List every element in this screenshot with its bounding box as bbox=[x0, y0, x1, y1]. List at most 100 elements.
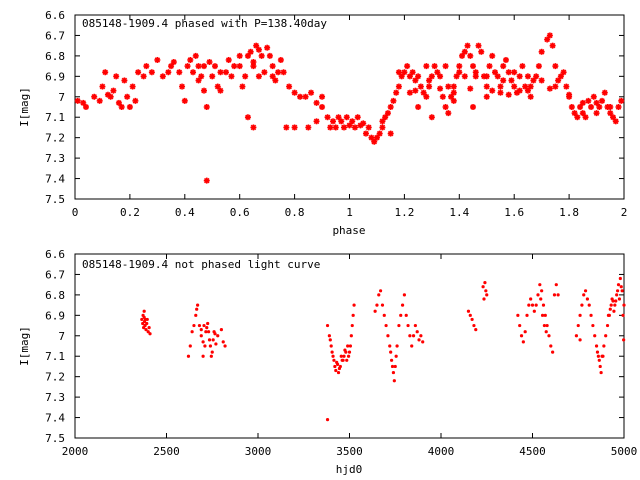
data-point bbox=[210, 350, 214, 354]
data-point bbox=[179, 83, 186, 90]
data-point bbox=[393, 89, 400, 96]
x-axis-label: hjd0 bbox=[336, 463, 363, 476]
data-point bbox=[236, 63, 243, 70]
data-point bbox=[540, 313, 545, 317]
data-point bbox=[203, 344, 207, 348]
data-point bbox=[394, 354, 398, 358]
data-point bbox=[197, 323, 202, 328]
data-point bbox=[384, 323, 388, 328]
data-point bbox=[568, 104, 575, 110]
x-tick-label: 2000 bbox=[62, 445, 89, 458]
data-point bbox=[333, 364, 337, 369]
data-point bbox=[450, 83, 457, 90]
y-tick-label: 7.3 bbox=[45, 391, 65, 404]
data-point bbox=[546, 32, 553, 39]
data-point bbox=[250, 124, 257, 131]
data-point bbox=[343, 348, 347, 352]
data-point bbox=[335, 114, 342, 121]
data-point bbox=[332, 358, 336, 362]
data-point bbox=[578, 338, 582, 342]
data-point bbox=[360, 120, 367, 127]
data-point bbox=[390, 97, 397, 104]
data-point bbox=[345, 358, 349, 362]
data-point bbox=[466, 309, 471, 313]
data-point bbox=[534, 303, 538, 307]
data-point bbox=[334, 368, 338, 373]
data-point bbox=[264, 44, 271, 51]
data-point bbox=[612, 309, 616, 313]
data-point bbox=[365, 124, 372, 131]
data-point bbox=[474, 328, 478, 332]
data-point bbox=[574, 114, 581, 121]
data-point bbox=[587, 303, 591, 307]
axis-ticks: 2000 2500 3000 3500 4000 4500 5000 6.6 6.7 6.8 6.9… bbox=[45, 248, 637, 458]
data-point bbox=[593, 110, 600, 117]
data-point bbox=[377, 293, 381, 297]
data-point bbox=[286, 83, 293, 90]
data-point bbox=[343, 114, 350, 121]
data-point bbox=[222, 69, 229, 76]
data-point bbox=[598, 364, 602, 369]
data-point bbox=[404, 313, 408, 317]
data-point bbox=[489, 52, 496, 59]
data-point bbox=[142, 315, 146, 319]
data-point bbox=[527, 83, 534, 90]
data-point bbox=[594, 344, 599, 348]
data-point bbox=[195, 77, 202, 84]
data-point bbox=[571, 110, 578, 117]
data-point bbox=[468, 313, 472, 317]
data-point bbox=[216, 334, 220, 338]
data-point bbox=[617, 297, 622, 301]
data-point bbox=[622, 338, 626, 342]
data-point bbox=[420, 89, 427, 96]
data-point bbox=[580, 303, 584, 307]
data-point bbox=[146, 330, 150, 334]
data-point bbox=[523, 330, 527, 334]
data-point bbox=[589, 313, 593, 317]
data-point bbox=[305, 124, 312, 131]
data-point bbox=[481, 285, 485, 289]
data-point bbox=[472, 69, 479, 76]
data-point bbox=[121, 77, 128, 84]
data-point bbox=[328, 338, 332, 342]
data-point bbox=[194, 313, 198, 317]
data-point bbox=[622, 303, 626, 307]
data-point bbox=[618, 97, 625, 104]
data-point bbox=[154, 56, 161, 63]
data-point bbox=[82, 104, 89, 110]
data-point bbox=[450, 89, 457, 96]
data-point bbox=[582, 293, 586, 297]
data-point bbox=[102, 69, 109, 76]
data-point bbox=[379, 118, 386, 125]
data-point bbox=[417, 83, 424, 90]
data-point bbox=[502, 56, 509, 63]
data-point bbox=[456, 63, 463, 70]
data-point bbox=[99, 83, 106, 90]
data-point bbox=[207, 338, 212, 342]
data-point bbox=[347, 350, 352, 354]
data-point bbox=[258, 52, 265, 59]
plot-frame bbox=[74, 14, 625, 200]
data-point bbox=[484, 289, 488, 293]
data-point bbox=[505, 91, 512, 98]
data-point bbox=[395, 83, 402, 90]
data-point bbox=[448, 93, 455, 100]
data-point bbox=[408, 334, 412, 338]
data-point bbox=[205, 326, 209, 330]
data-point bbox=[181, 97, 188, 104]
data-point bbox=[551, 350, 555, 354]
data-point bbox=[552, 293, 557, 297]
data-point bbox=[379, 289, 383, 293]
data-point bbox=[519, 334, 524, 338]
data-point bbox=[331, 354, 335, 358]
data-point bbox=[542, 323, 546, 328]
data-point bbox=[409, 69, 416, 76]
data-point bbox=[597, 358, 601, 362]
data-point bbox=[412, 87, 419, 94]
data-point bbox=[511, 83, 518, 90]
y-tick-label: 7.5 bbox=[45, 193, 65, 206]
x-tick-label: 1.4 bbox=[449, 206, 469, 219]
data-point bbox=[141, 321, 145, 326]
data-point bbox=[330, 118, 337, 125]
data-point bbox=[595, 350, 600, 354]
